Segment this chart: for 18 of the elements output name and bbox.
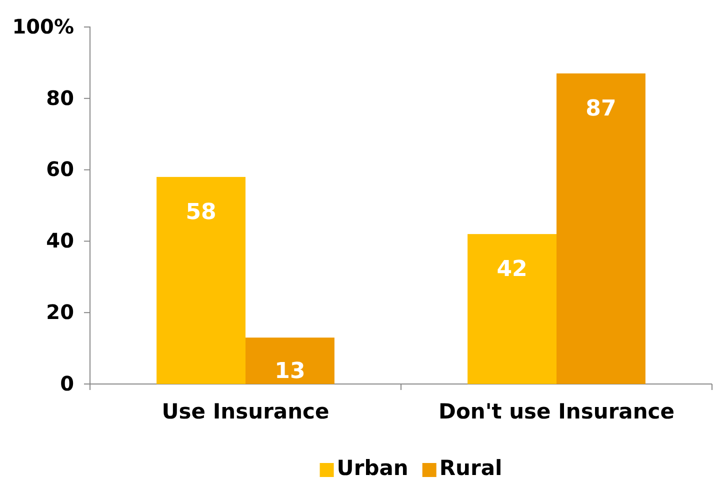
y-tick-label: 60 bbox=[46, 157, 74, 182]
data-label: 58 bbox=[186, 200, 216, 225]
bar bbox=[156, 176, 246, 384]
data-label: 42 bbox=[496, 257, 528, 282]
x-tick-label: Use Insurance bbox=[162, 400, 330, 424]
y-tick-label: 100% bbox=[12, 14, 74, 38]
y-tick-label: 20 bbox=[46, 300, 74, 324]
bar bbox=[246, 338, 334, 384]
y-tick-label: 0 bbox=[60, 371, 74, 396]
bar bbox=[556, 73, 646, 384]
y-tick-label: 80 bbox=[46, 86, 74, 110]
data-label: 13 bbox=[274, 359, 306, 384]
y-tick-label: 40 bbox=[46, 228, 74, 253]
legend-label: Rural bbox=[439, 456, 502, 480]
legend-label: Urban bbox=[336, 456, 408, 480]
data-label: 87 bbox=[586, 96, 616, 122]
bar bbox=[468, 234, 556, 384]
x-tick-label: Don't use Insurance bbox=[438, 400, 674, 424]
